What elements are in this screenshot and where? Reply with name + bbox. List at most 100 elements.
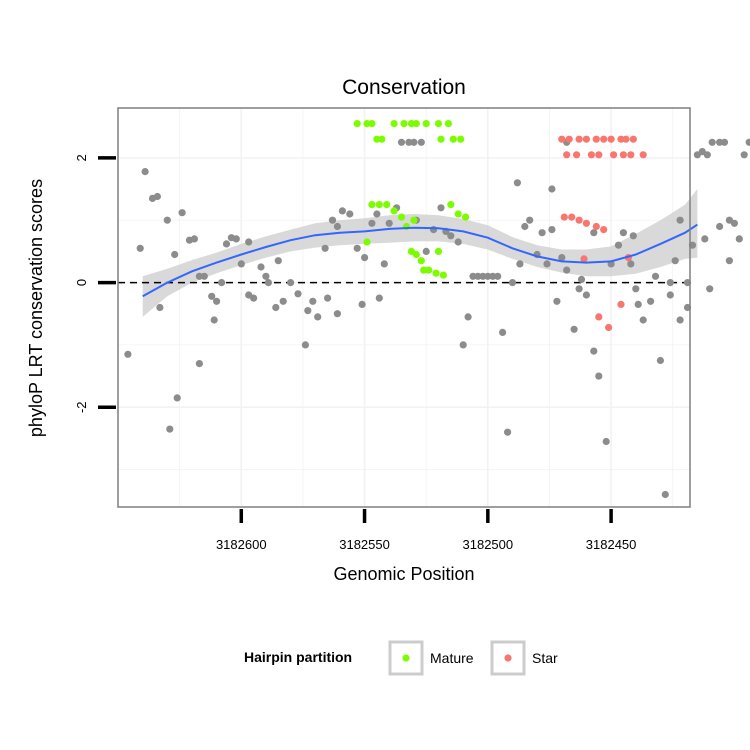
data-point-other [353, 244, 361, 252]
data-point-other [250, 294, 258, 302]
data-point-other [563, 266, 571, 274]
data-point-other [651, 272, 660, 280]
data-point-other [190, 235, 198, 243]
data-point-other [272, 303, 280, 312]
data-point-other [410, 138, 418, 146]
data-point-other [521, 222, 529, 231]
data-point-mature [417, 257, 425, 265]
data-point-other [708, 138, 716, 146]
data-point-other [508, 279, 517, 287]
data-point-other [333, 222, 341, 231]
data-point-other [526, 216, 534, 224]
data-point-star [580, 255, 588, 263]
data-point-other [740, 151, 748, 159]
data-point-star [565, 135, 573, 143]
data-point-other [538, 229, 546, 237]
data-point-other [405, 138, 413, 146]
data-point-other [163, 216, 171, 224]
data-point-other [558, 254, 566, 262]
data-point-other [459, 341, 467, 349]
data-point-other [590, 229, 598, 237]
data-point-other [575, 285, 583, 293]
data-point-other [156, 303, 164, 312]
data-point-other [294, 290, 302, 298]
data-point-other [210, 316, 218, 324]
data-point-other [725, 216, 734, 224]
data-point-other [590, 347, 598, 355]
data-point-other [314, 313, 322, 321]
data-point-other [171, 250, 179, 259]
data-point-other [222, 240, 231, 248]
data-point-other [716, 222, 724, 231]
data-point-star [610, 151, 618, 159]
data-point-star [575, 135, 583, 143]
data-point-other [153, 192, 161, 201]
data-point-other [469, 272, 477, 280]
data-point-other [513, 179, 522, 187]
data-point-mature [397, 213, 406, 221]
data-point-mature [412, 120, 420, 128]
data-point-other [676, 216, 684, 224]
data-point-mature [454, 210, 462, 218]
data-point-mature [447, 201, 455, 209]
data-point-other [701, 235, 709, 243]
data-point-mature [368, 201, 376, 209]
data-point-star [622, 135, 630, 143]
x-axis-label: Genomic Position [333, 564, 474, 584]
data-point-other [324, 294, 332, 302]
y-tick-label: 2 [74, 154, 89, 161]
data-point-other [639, 316, 647, 324]
data-point-other [632, 285, 640, 293]
data-point-mature [368, 120, 376, 128]
data-point-other [553, 297, 561, 305]
legend-title: Hairpin partition [244, 649, 352, 665]
data-point-mature [390, 120, 398, 128]
data-point-other [720, 138, 729, 146]
y-tick-label: -2 [74, 401, 89, 413]
data-point-star [560, 213, 568, 221]
data-point-mature [457, 135, 465, 143]
data-point-other [661, 490, 669, 499]
data-point-other [703, 151, 711, 159]
chart-title: Conservation [342, 76, 466, 99]
legend-swatch-star [504, 654, 512, 662]
data-point-other [213, 297, 221, 305]
data-point-other [380, 260, 388, 268]
data-point-other [577, 275, 586, 283]
data-point-star [575, 216, 583, 224]
data-point-other [666, 279, 674, 287]
data-point-other [166, 425, 174, 433]
data-point-mature [432, 269, 440, 277]
data-point-other [375, 294, 383, 302]
data-point-other [304, 307, 312, 315]
legend: Hairpin partition Mature Star [244, 640, 558, 676]
data-point-other [656, 356, 665, 365]
data-point-other [333, 310, 341, 318]
data-point-other [627, 260, 635, 268]
data-point-other [504, 428, 512, 436]
legend-label-star: Star [532, 650, 558, 666]
data-point-other [237, 260, 245, 268]
data-point-other [274, 257, 282, 265]
data-point-other [602, 437, 610, 446]
data-point-other [464, 313, 472, 321]
data-point-mature [390, 207, 398, 215]
data-point-other [543, 260, 551, 268]
data-point-other [301, 341, 309, 349]
x-tick-label: 3182550 [339, 537, 390, 552]
x-tick-label: 3182500 [463, 537, 514, 552]
data-point-other [279, 297, 287, 305]
data-point-other [136, 244, 144, 252]
data-point-other [570, 325, 578, 333]
data-point-other [735, 235, 743, 243]
plot-border [117, 107, 691, 508]
data-point-other [494, 272, 502, 280]
legend-entries: Mature Star [388, 640, 558, 676]
data-point-other [200, 272, 208, 280]
data-point-other [287, 279, 295, 287]
data-point-other [257, 263, 265, 271]
data-point-other [548, 226, 556, 234]
data-point-other [262, 272, 270, 280]
data-point-star [595, 151, 603, 159]
